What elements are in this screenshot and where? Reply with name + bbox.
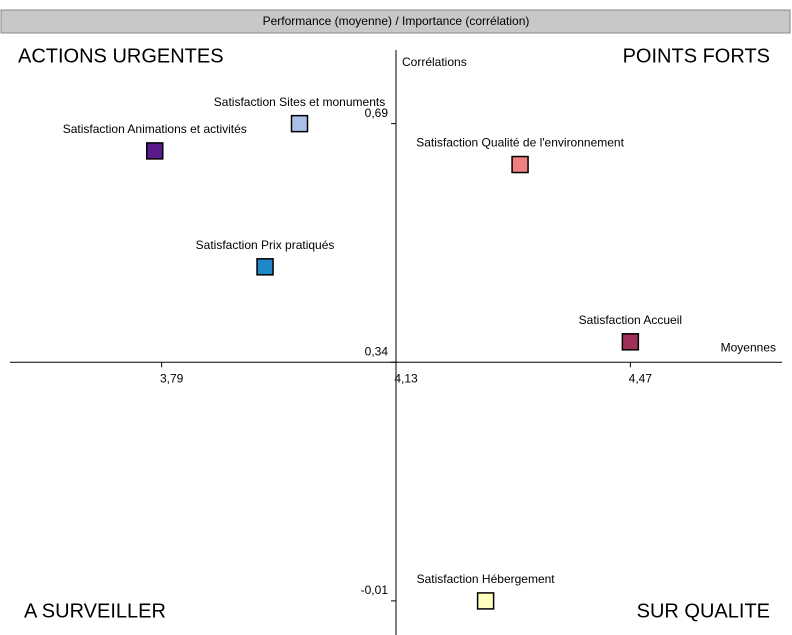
point-label: Satisfaction Qualité de l'environnement [416, 136, 624, 150]
point-label: Satisfaction Animations et activités [63, 122, 247, 136]
data-point [256, 258, 274, 276]
data-point [511, 155, 529, 174]
point-label: Satisfaction Prix pratiqués [196, 238, 335, 252]
x-axis-label: Moyennes [721, 340, 776, 354]
y-tick-label: 0,69 [365, 106, 389, 120]
x-tick-label: 4,13 [394, 371, 418, 385]
y-tick-label: 0,34 [365, 344, 389, 358]
quadrant-label: POINTS FORTS [623, 45, 770, 67]
quadrant-label: A SURVEILLER [24, 600, 166, 622]
y-tick-label: -0,01 [361, 583, 389, 597]
data-point [621, 333, 640, 351]
data-point [476, 592, 495, 610]
data-point [290, 114, 309, 133]
data-point [146, 142, 164, 160]
chart-title: Performance (moyenne) / Importance (corr… [263, 14, 530, 28]
title-bar [0, 9, 791, 34]
quadrant-label: ACTIONS URGENTES [18, 45, 224, 67]
y-axis-label: Corrélations [402, 55, 467, 69]
x-tick-label: 4,47 [629, 371, 653, 385]
point-label: Satisfaction Sites et monuments [214, 95, 385, 109]
x-tick-label: 3,79 [160, 371, 184, 385]
point-label: Satisfaction Accueil [579, 313, 682, 327]
point-label: Satisfaction Hébergement [417, 572, 556, 586]
quadrant-label: SUR QUALITE [637, 600, 770, 622]
